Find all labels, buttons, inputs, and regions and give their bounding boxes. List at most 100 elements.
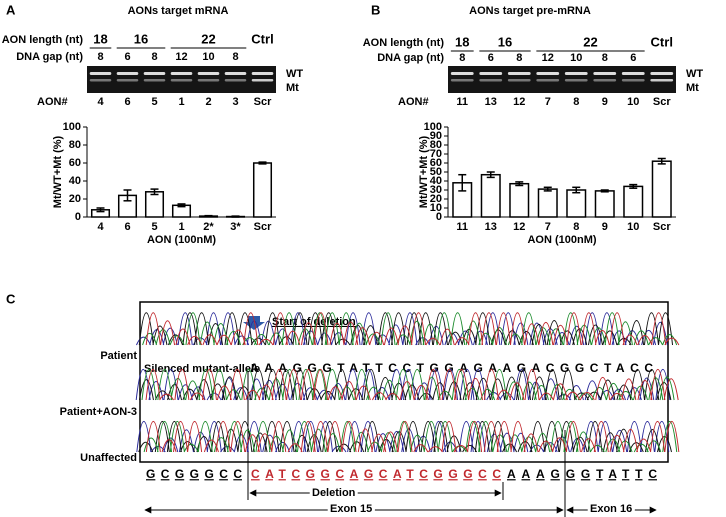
y-tick-label: 10 — [430, 202, 442, 214]
y-tick-label: 100 — [63, 121, 81, 133]
panel-label: C — [6, 291, 16, 306]
y-tick-label: 90 — [430, 130, 442, 142]
bar — [252, 162, 273, 218]
gel-band — [170, 79, 193, 82]
y-tick-label: 100 — [424, 121, 442, 133]
gel-row-item: 8 — [602, 52, 608, 64]
aon-number: 4 — [97, 96, 104, 108]
error-bar — [177, 203, 186, 208]
x-tick-label: 7 — [545, 221, 551, 233]
x-tick-label: Scr — [653, 221, 671, 233]
error-bar — [204, 214, 213, 218]
y-tick-label: 0 — [75, 211, 81, 223]
y-tick-label: 20 — [69, 193, 81, 205]
y-tick-label: 60 — [430, 157, 442, 169]
gel-band — [536, 72, 560, 75]
x-tick-label: 1 — [178, 221, 184, 233]
gel-band — [650, 79, 674, 82]
gel-band — [116, 79, 139, 82]
gel-row-item: 6 — [630, 52, 636, 64]
gel-row-item: 8 — [459, 52, 465, 64]
aon-number: 9 — [602, 96, 608, 108]
gel-band — [621, 72, 645, 75]
error-bar — [458, 173, 467, 192]
y-tick-label: 40 — [430, 175, 442, 187]
gel-band — [197, 72, 220, 75]
gel-band — [507, 72, 531, 75]
aon-label: AON# — [37, 96, 68, 108]
gel-band — [593, 72, 617, 75]
gel-row-item: Ctrl — [251, 31, 273, 46]
x-tick-label: 12 — [513, 221, 525, 233]
error-bar — [258, 161, 267, 165]
bar — [537, 188, 558, 218]
x-tick-label: 4 — [97, 221, 104, 233]
aon-number: 12 — [513, 96, 525, 108]
gel-band — [224, 72, 247, 75]
error-bar — [96, 207, 105, 213]
band-label: WT — [686, 68, 703, 80]
gel-row-item: 18 — [455, 34, 469, 49]
aon-number: 1 — [178, 96, 184, 108]
y-tick-label: 70 — [430, 148, 442, 160]
gel-band — [143, 72, 166, 75]
y-tick-label: 0 — [436, 211, 442, 223]
gel-row-item: 12 — [175, 51, 187, 63]
reference-sequence: CATCGGCAGCATCGGGCC — [251, 467, 501, 481]
gel-row-item: Ctrl — [651, 34, 673, 49]
error-bar — [486, 171, 495, 179]
x-tick-label: 10 — [627, 221, 639, 233]
aon-number: 6 — [124, 96, 130, 108]
aon-number: 5 — [151, 96, 157, 108]
x-tick-label: 6 — [124, 221, 130, 233]
x-axis-label: AON (100nM) — [147, 234, 216, 246]
gel-band — [450, 72, 474, 75]
gel-band — [536, 79, 560, 82]
trace — [145, 420, 680, 453]
chart-title: AONs target mRNA — [128, 5, 229, 17]
bar — [480, 173, 501, 218]
band-label: WT — [286, 68, 303, 80]
row-label: Patient+AON-3 — [60, 406, 137, 418]
gel-row-item: 8 — [151, 51, 157, 63]
gel-row-label: DNA gap (nt) — [16, 51, 83, 63]
trace — [142, 312, 678, 346]
gel-row-item: 18 — [93, 31, 107, 46]
gel-row-item: 8 — [232, 51, 238, 63]
y-tick-label: 40 — [69, 175, 81, 187]
gel-row-item: 6 — [124, 51, 130, 63]
y-tick-label: 50 — [430, 166, 442, 178]
band-label: Mt — [686, 82, 699, 94]
chart-title: AONs target pre-mRNA — [469, 5, 591, 17]
gel-row-item: 12 — [542, 52, 554, 64]
x-tick-label: 11 — [456, 221, 468, 233]
gel-band — [170, 72, 193, 75]
trace — [141, 368, 675, 401]
aon-number: 3 — [232, 96, 238, 108]
gel-row-item: 22 — [583, 34, 597, 49]
error-bar — [572, 186, 581, 194]
x-axis-label: AON (100nM) — [527, 234, 596, 246]
gel-row-label: AON length (nt) — [363, 37, 445, 49]
bar — [509, 182, 530, 218]
band-label: Mt — [286, 82, 299, 94]
bar — [144, 191, 165, 218]
gel-row-item: 6 — [488, 52, 494, 64]
gel-band — [564, 79, 588, 82]
gel-band — [224, 79, 247, 82]
bar — [594, 190, 615, 218]
reference-sequence: GCGGGCC — [146, 467, 242, 481]
gel-row-item: 8 — [97, 51, 103, 63]
x-tick-label: 2* — [203, 221, 214, 233]
gel-row-item: 16 — [134, 31, 148, 46]
row-label: Unaffected — [80, 452, 137, 464]
gel-band — [564, 72, 588, 75]
aon-number: 13 — [485, 96, 497, 108]
x-tick-label: 13 — [485, 221, 497, 233]
aon-number: 11 — [456, 96, 468, 108]
aon-number: Scr — [254, 96, 272, 108]
exon-label: Exon 16 — [590, 503, 632, 515]
error-bar — [600, 189, 609, 193]
bar — [623, 185, 644, 218]
x-tick-label: Scr — [254, 221, 272, 233]
